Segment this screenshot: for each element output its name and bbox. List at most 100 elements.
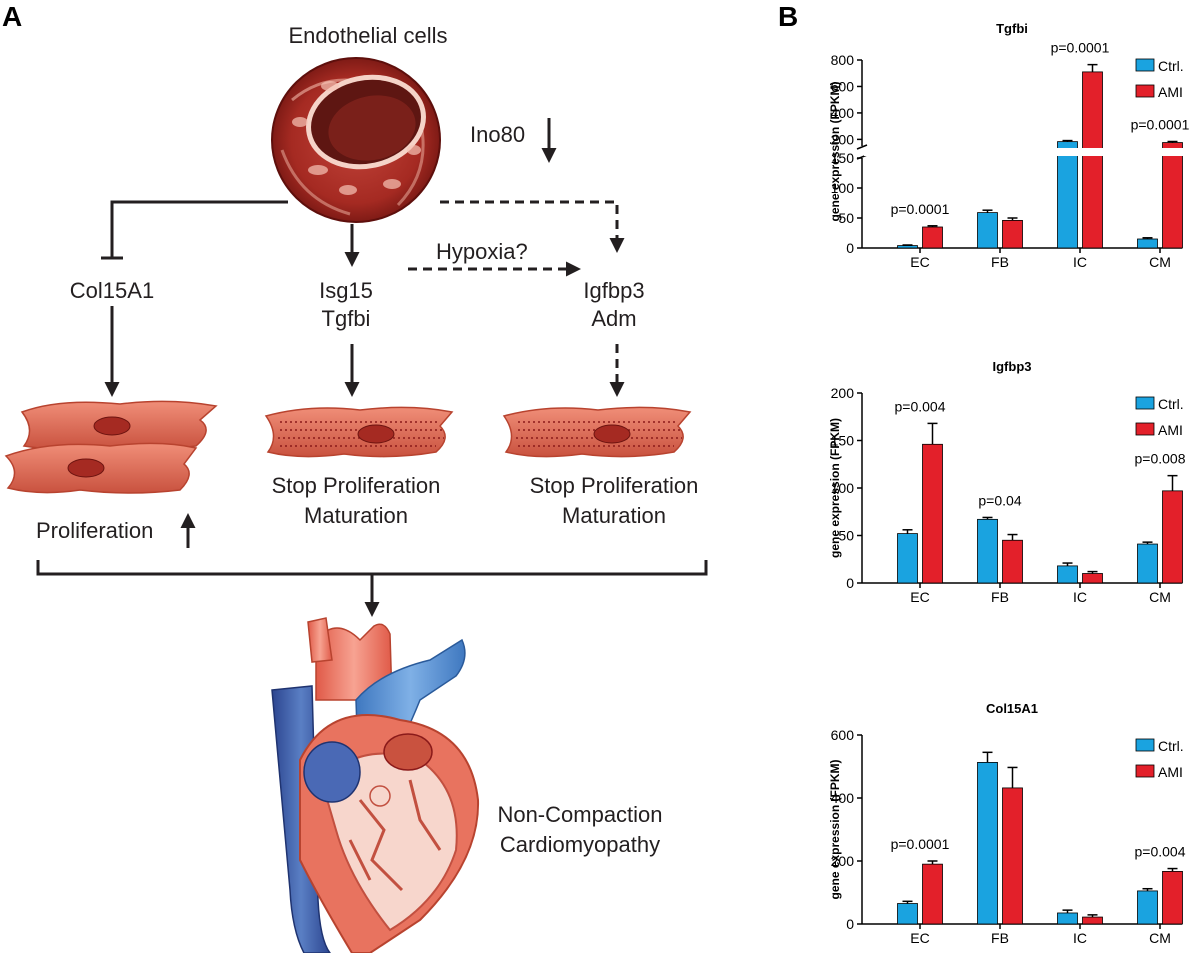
tgfbi-y-tick-label: 800 bbox=[831, 52, 855, 68]
tgfbi-bar-ami-cm bbox=[1162, 142, 1183, 249]
col15a1-legend-label-ctrl: Ctrl. bbox=[1158, 738, 1184, 754]
maturing-cardiomyocyte-illustration-2 bbox=[502, 406, 692, 458]
tgfbi-y-tick-label: 0 bbox=[846, 240, 854, 256]
col15a1-x-tick-label-ec: EC bbox=[910, 930, 929, 946]
tgfbi-pvalue-ic: p=0.0001 bbox=[1051, 40, 1110, 56]
tgfbi-y-tick-label: 100 bbox=[831, 180, 855, 196]
tgfbi-legend-swatch-ctrl bbox=[1135, 58, 1155, 72]
col15a1-legend-swatch-ami bbox=[1135, 764, 1155, 778]
col15a1-y-tick-label: 400 bbox=[831, 790, 855, 806]
endothelial-vessel-illustration bbox=[271, 57, 441, 223]
tgfbi-label: Tgfbi bbox=[322, 306, 371, 331]
tgfbi-y-tick-label: 50 bbox=[838, 210, 854, 226]
igfbp3-bar-ctrl-ic bbox=[1057, 565, 1078, 584]
igfbp3-legend-label-ami: AMI bbox=[1158, 422, 1183, 438]
col15a1-bar-ctrl-ic bbox=[1057, 912, 1078, 925]
tgfbi-bar-ami-ec bbox=[922, 226, 943, 249]
tgfbi-bar-ctrl-ic bbox=[1057, 141, 1078, 249]
tgfbi-pvalue-ec: p=0.0001 bbox=[891, 201, 950, 217]
ino80-label: Ino80 bbox=[470, 122, 525, 147]
tgfbi-axis-break-gap bbox=[864, 148, 1184, 156]
igfbp3-y-tick-label: 200 bbox=[831, 385, 855, 401]
col15a1-y-axis-label: gene expression (FPKM) bbox=[828, 759, 842, 899]
endothelial-cells-label: Endothelial cells bbox=[289, 23, 448, 48]
tgfbi-y-tick-label: 600 bbox=[831, 78, 855, 94]
tgfbi-chart-title: Tgfbi bbox=[996, 21, 1028, 36]
igfbp3-legend-label-ctrl: Ctrl. bbox=[1158, 396, 1184, 412]
igfbp3-legend-swatch-ctrl bbox=[1135, 396, 1155, 410]
stop-proliferation-label-1: Stop Proliferation bbox=[272, 473, 441, 498]
maturing-cardiomyocyte-illustration bbox=[264, 406, 454, 458]
igfbp3-bar-ami-fb bbox=[1002, 539, 1023, 584]
non-compaction-label: Non-Compaction bbox=[497, 802, 662, 827]
igfbp3-label: Igfbp3 bbox=[583, 278, 644, 303]
tgfbi-y-tick-label: 150 bbox=[831, 150, 855, 166]
igfbp3-x-tick-label-fb: FB bbox=[991, 589, 1009, 605]
col15a1-x-tick-label-ic: IC bbox=[1073, 930, 1087, 946]
col15a1-pvalue-ec: p=0.0001 bbox=[891, 836, 950, 852]
tgfbi-x-tick-label-cm: CM bbox=[1149, 254, 1171, 270]
col15a1-y-tick-label: 0 bbox=[846, 916, 854, 932]
igfbp3-legend-swatch-ami bbox=[1135, 422, 1155, 436]
col15a1-bar-ctrl-fb bbox=[977, 762, 998, 925]
tgfbi-y-axis-label: gene expression (FPKM) bbox=[828, 81, 842, 221]
igfbp3-pvalue-ec: p=0.004 bbox=[895, 398, 946, 414]
tgfbi-legend-label-ami: AMI bbox=[1158, 84, 1183, 100]
col15a1-y-tick-label: 600 bbox=[831, 727, 855, 743]
igfbp3-pvalue-cm: p=0.008 bbox=[1135, 451, 1186, 467]
col15a1-label: Col15A1 bbox=[70, 278, 154, 303]
tgfbi-x-tick-label-fb: FB bbox=[991, 254, 1009, 270]
igfbp3-bar-ctrl-fb bbox=[977, 518, 998, 584]
tgfbi-axis-break-mark bbox=[856, 144, 868, 150]
col15a1-bar-ctrl-ec bbox=[897, 903, 918, 925]
col15a1-legend-label-ami: AMI bbox=[1158, 764, 1183, 780]
tgfbi-y-tick-label: 200 bbox=[831, 131, 855, 147]
igfbp3-x-tick-label-ic: IC bbox=[1073, 589, 1087, 605]
tgfbi-legend-swatch-ami bbox=[1135, 84, 1155, 98]
col15a1-bar-ami-ec bbox=[922, 863, 943, 925]
col15a1-chart-title: Col15A1 bbox=[986, 701, 1038, 716]
igfbp3-bar-ctrl-ec bbox=[897, 533, 918, 584]
col15a1-x-tick-label-cm: CM bbox=[1149, 930, 1171, 946]
adm-label: Adm bbox=[591, 306, 636, 331]
hypoxia-label: Hypoxia? bbox=[436, 239, 528, 264]
tgfbi-bar-ctrl-cm bbox=[1137, 238, 1158, 249]
maturation-label-1: Maturation bbox=[304, 503, 408, 528]
tgfbi-y-tick-label: 400 bbox=[831, 105, 855, 121]
panel-a-label: A bbox=[2, 1, 22, 32]
col15a1-x-tick-label-fb: FB bbox=[991, 930, 1009, 946]
igfbp3-y-tick-label: 150 bbox=[831, 433, 855, 449]
tgfbi-legend-label-ctrl: Ctrl. bbox=[1158, 58, 1184, 74]
igfbp3-pvalue-fb: p=0.04 bbox=[978, 492, 1021, 508]
igfbp3-chart-title: Igfbp3 bbox=[993, 359, 1032, 374]
igfbp3-bar-ami-ic bbox=[1082, 573, 1103, 584]
panel-b-label: B bbox=[778, 1, 798, 32]
igfbp3-bar-ami-ec bbox=[922, 443, 943, 584]
tgfbi-x-tick-label-ic: IC bbox=[1073, 254, 1087, 270]
col15a1-bar-ami-ic bbox=[1082, 916, 1103, 925]
igfbp3-y-tick-label: 50 bbox=[838, 528, 854, 544]
tgfbi-bar-ami-ic bbox=[1082, 71, 1103, 249]
proliferating-cardiomyocytes-illustration bbox=[4, 400, 218, 494]
col15a1-bar-ami-fb bbox=[1002, 787, 1023, 925]
igfbp3-y-tick-label: 100 bbox=[831, 480, 855, 496]
col15a1-inhibition-line bbox=[110, 200, 288, 258]
tgfbi-bar-ctrl-ec bbox=[897, 245, 918, 249]
col15a1-bar-ami-cm bbox=[1162, 870, 1183, 925]
proliferation-label: Proliferation bbox=[36, 518, 153, 543]
col15a1-bar-ctrl-cm bbox=[1137, 890, 1158, 925]
maturation-label-2: Maturation bbox=[562, 503, 666, 528]
stop-proliferation-label-2: Stop Proliferation bbox=[530, 473, 699, 498]
merge-bracket bbox=[36, 560, 708, 576]
tgfbi-chart: Tgfbi gene expression (FPKM) 0 50 100 150 200 4… bbox=[828, 21, 1190, 270]
col15a1-pvalue-cm: p=0.004 bbox=[1135, 844, 1186, 860]
col15a1-y-tick-label: 200 bbox=[831, 853, 855, 869]
igfbp3-y-tick-label: 0 bbox=[846, 575, 854, 591]
cardiomyopathy-label: Cardiomyopathy bbox=[500, 832, 660, 857]
igfbp3-chart: Igfbp3 gene expression (FPKM) 0 50 100 150 200… bbox=[828, 359, 1186, 605]
heart-illustration bbox=[271, 617, 480, 953]
tgfbi-pvalue-cm: p=0.0001 bbox=[1131, 117, 1190, 133]
tgfbi-bar-ami-fb bbox=[1002, 219, 1023, 249]
igfbp3-bar-ctrl-cm bbox=[1137, 543, 1158, 584]
isg15-label: Isg15 bbox=[319, 278, 373, 303]
